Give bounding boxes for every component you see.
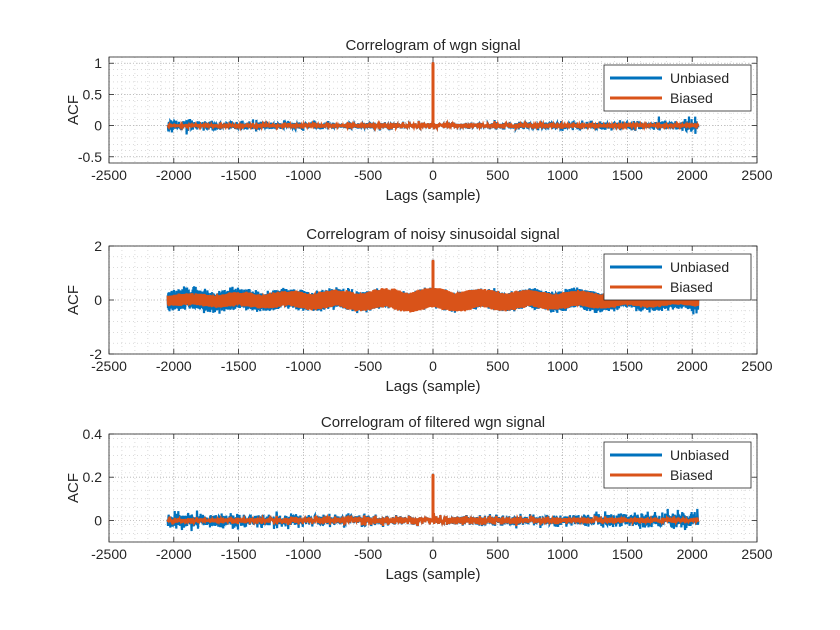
x-tick-label: -2000: [156, 546, 192, 562]
chart-title: Correlogram of noisy sinusoidal signal: [306, 226, 559, 243]
legend-label-unbiased: Unbiased: [670, 259, 729, 275]
x-tick-label: 0: [429, 167, 437, 183]
series-group: [166, 473, 700, 532]
legend-box: [603, 441, 752, 489]
y-tick-label: -2: [90, 346, 103, 362]
y-tick-label: 1: [94, 55, 102, 71]
x-tick-label: 2000: [677, 546, 708, 562]
legend: Unbiased Biased: [603, 441, 752, 489]
legend-box: [603, 64, 752, 112]
x-tick-label: -1000: [285, 167, 321, 183]
x-tick-label: -500: [354, 167, 382, 183]
legend: Unbiased Biased: [603, 253, 752, 301]
legend-label-biased: Biased: [670, 90, 713, 106]
y-axis-label: ACF: [65, 95, 82, 125]
y-tick-label: 0.2: [83, 469, 103, 485]
x-tick-label: 0: [429, 358, 437, 374]
x-tick-label: -2000: [156, 167, 192, 183]
legend-label-biased: Biased: [670, 279, 713, 295]
series-line-biased: [166, 62, 700, 133]
x-tick-label: 1000: [547, 546, 578, 562]
x-tick-label: 1500: [612, 167, 643, 183]
x-tick-label: 1500: [612, 358, 643, 374]
y-tick-label: 0: [94, 118, 102, 134]
chart-panel-2: -2500 -2000 -1500 -1000 -500 0 500 1000 1500 2000…: [65, 226, 773, 395]
legend-label-unbiased: Unbiased: [670, 70, 729, 86]
legend-label-unbiased: Unbiased: [670, 447, 729, 463]
tick-marks: [108, 245, 758, 355]
y-tick-label: 2: [94, 238, 102, 254]
y-tick-label: 0: [94, 292, 102, 308]
x-tick-label: -2000: [156, 358, 192, 374]
y-tick-label: -0.5: [78, 149, 102, 165]
legend-label-biased: Biased: [670, 467, 713, 483]
y-axis-label: ACF: [65, 473, 82, 503]
tick-marks: [108, 433, 758, 542]
x-tick-label: 500: [486, 167, 510, 183]
x-tick-label: 1000: [547, 167, 578, 183]
legend-box: [603, 253, 752, 301]
x-tick-label: -500: [354, 358, 382, 374]
x-tick-label: -1000: [285, 546, 321, 562]
x-axis-label: Lags (sample): [385, 187, 480, 204]
chart-title: Correlogram of filtered wgn signal: [321, 414, 545, 431]
x-tick-label: -1500: [221, 546, 257, 562]
legend: Unbiased Biased: [603, 64, 752, 112]
x-tick-label: 0: [429, 546, 437, 562]
x-tick-label: 1000: [547, 358, 578, 374]
series-line-biased: [166, 473, 700, 527]
y-tick-label: 0: [94, 512, 102, 528]
y-tick-label: 0.4: [83, 426, 103, 442]
x-axis-label: Lags (sample): [385, 378, 480, 395]
x-tick-label: 2500: [741, 167, 772, 183]
x-tick-label: 500: [486, 358, 510, 374]
x-tick-label: 500: [486, 546, 510, 562]
x-tick-label: 2500: [741, 358, 772, 374]
x-axis-label: Lags (sample): [385, 566, 480, 583]
y-axis-label: ACF: [65, 285, 82, 315]
chart-panel-3: -2500 -2000 -1500 -1000 -500 0 500 1000 1500 2000…: [65, 414, 773, 583]
chart-title: Correlogram of wgn signal: [345, 37, 520, 54]
x-tick-label: -1500: [221, 358, 257, 374]
x-tick-label: -2500: [91, 358, 127, 374]
x-tick-label: -2500: [91, 167, 127, 183]
x-tick-label: 1500: [612, 546, 643, 562]
series-group: [166, 62, 700, 135]
x-tick-label: 2000: [677, 358, 708, 374]
tick-marks: [108, 57, 758, 163]
x-tick-label: 2000: [677, 167, 708, 183]
y-tick-label: 0.5: [83, 86, 103, 102]
x-tick-label: 2500: [741, 546, 772, 562]
chart-panel-1: -2500 -2000 -1500 -1000 -500 0 500 1000 1500 2000…: [65, 37, 773, 204]
x-tick-label: -2500: [91, 546, 127, 562]
x-tick-label: -500: [354, 546, 382, 562]
x-tick-label: -1500: [221, 167, 257, 183]
x-tick-label: -1000: [285, 358, 321, 374]
